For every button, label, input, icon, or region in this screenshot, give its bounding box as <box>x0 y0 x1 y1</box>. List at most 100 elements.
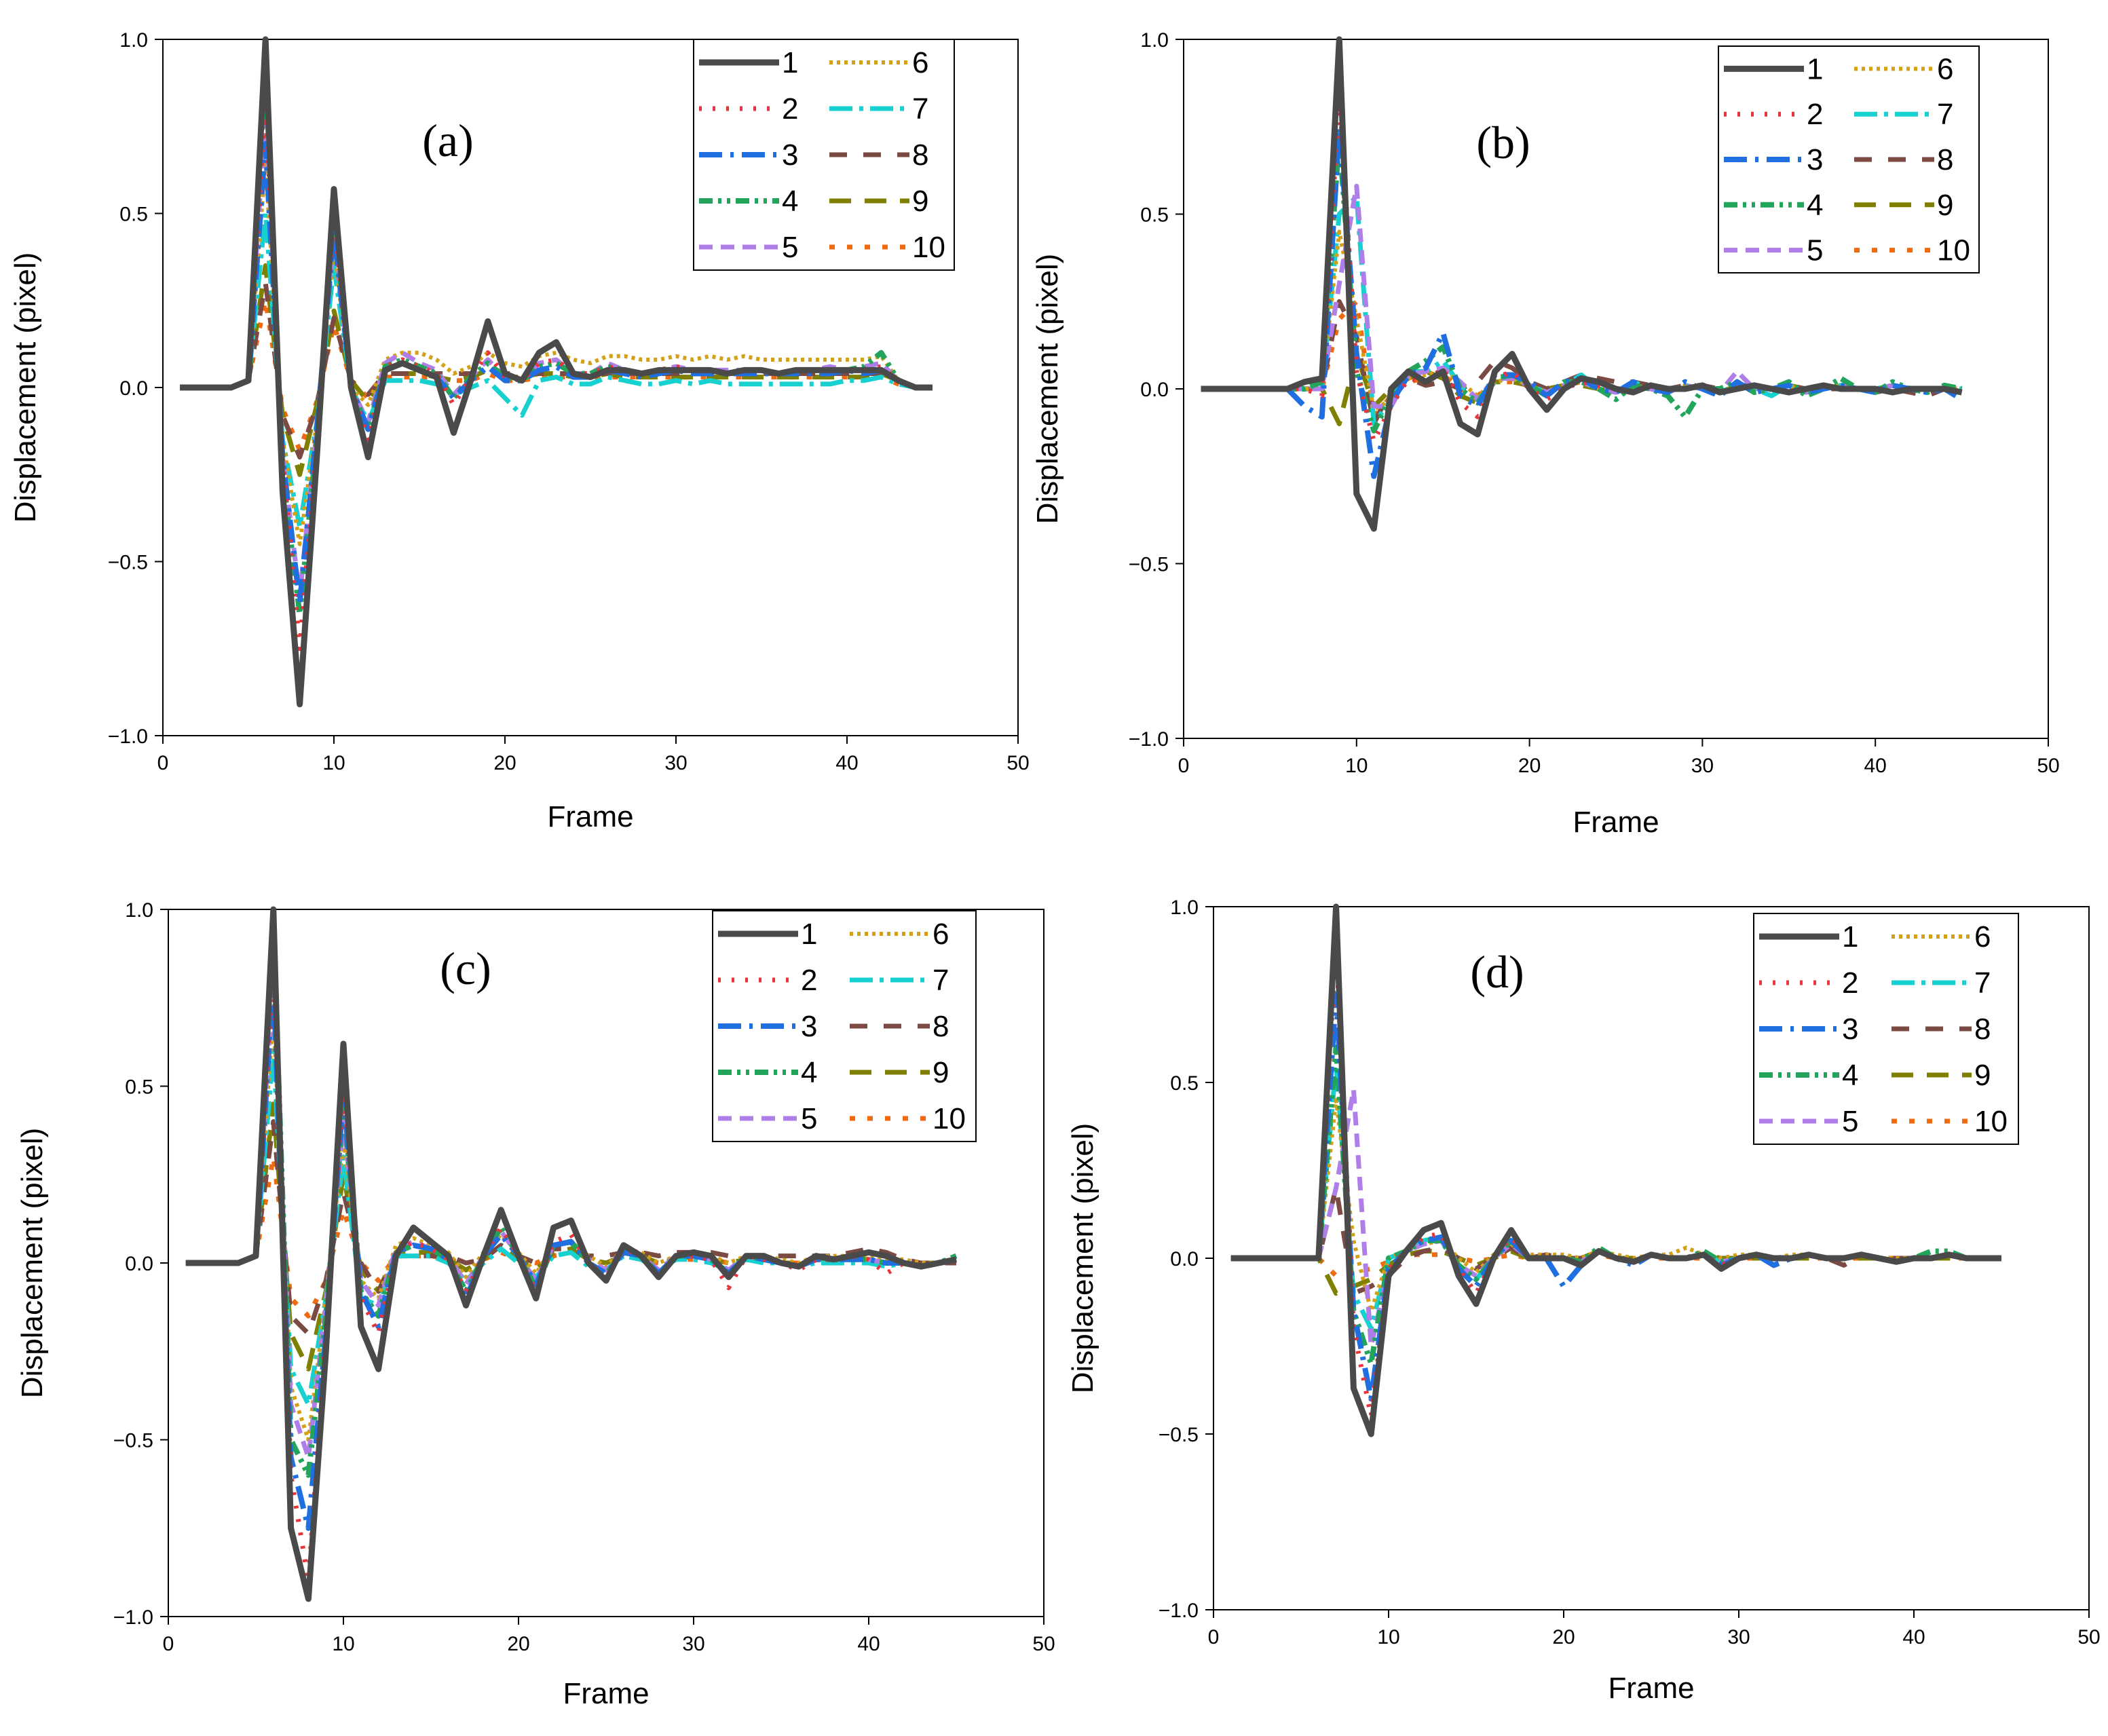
legend-label-3: 3 <box>1807 143 1823 176</box>
series-8-line <box>1201 299 1963 426</box>
y-tick-label: 0.0 <box>125 1253 153 1275</box>
legend-label-7: 7 <box>1937 98 1953 131</box>
legend-label-10: 10 <box>1937 234 1970 267</box>
legend-box <box>693 39 955 271</box>
series-10-line <box>1201 299 1962 419</box>
x-tick-label: 20 <box>1552 1626 1575 1648</box>
chart-panel-b: 0 10 20 30 40 50 1.0 0.5 0.0 −0.5 −1.0 Frame Displac… <box>1031 29 2060 839</box>
legend-label-3: 3 <box>1842 1013 1858 1046</box>
x-tick-label: 10 <box>332 1633 354 1655</box>
x-tick-label: 30 <box>664 752 687 774</box>
legend-label-7: 7 <box>1974 966 1991 1000</box>
legend-label-4: 4 <box>1842 1059 1858 1092</box>
x-tick-label: 0 <box>157 752 169 774</box>
x-tick-label: 50 <box>1032 1633 1055 1655</box>
series-1-line <box>1230 903 2001 1437</box>
y-tick-label: 1.0 <box>1140 29 1169 52</box>
y-tick-label: −0.5 <box>108 552 148 574</box>
legend-label-2: 2 <box>782 92 798 126</box>
legend-label-9: 9 <box>1937 189 1953 222</box>
y-axis-label: Displacement (pixel) <box>1031 254 1064 525</box>
chart-panel-d: 0 10 20 30 40 50 1.0 0.5 0.0 −0.5 −1.0 Frame Displac… <box>1066 897 2101 1705</box>
legend-label-8: 8 <box>912 138 928 172</box>
legend: 1 2 3 4 5 6 7 8 9 10 <box>1718 45 1980 273</box>
y-tick-label: 1.0 <box>125 899 153 922</box>
y-tick-label: −1.0 <box>108 725 148 748</box>
x-tick-label: 0 <box>163 1633 174 1655</box>
y-tick-label: 0.5 <box>1170 1072 1199 1095</box>
x-tick-label: 10 <box>322 752 345 774</box>
y-tick-label: 0.5 <box>125 1076 153 1099</box>
chart-panel-a: 0 10 20 30 40 50 1.0 0.5 0.0 −0.5 −1.0 Frame Displac… <box>9 29 1030 833</box>
series-10-line <box>180 298 933 453</box>
legend-label-8: 8 <box>1937 143 1953 176</box>
series-3-line <box>185 977 957 1531</box>
legend-label-1: 1 <box>801 918 817 951</box>
legend-label-4: 4 <box>801 1056 817 1089</box>
x-tick-label: 30 <box>1691 755 1714 777</box>
series-6-line <box>1230 1097 2001 1313</box>
y-tick-label: −0.5 <box>1159 1424 1199 1446</box>
x-tick-label: 50 <box>1006 752 1029 774</box>
y-tick-label: 0.5 <box>1140 204 1169 227</box>
y-tick-label: 0.0 <box>119 377 148 400</box>
legend-label-2: 2 <box>1807 98 1823 131</box>
series-5-line <box>1201 183 1963 409</box>
x-tick-label: 40 <box>857 1633 880 1655</box>
x-tick-label: 20 <box>507 1633 529 1655</box>
x-tick-label: 20 <box>493 752 516 774</box>
x-tick-label: 40 <box>835 752 858 774</box>
legend-label-8: 8 <box>933 1010 949 1043</box>
series-3-line <box>180 140 933 607</box>
legend-box <box>1753 913 2019 1145</box>
legend-label-1: 1 <box>1807 52 1823 86</box>
legend-label-5: 5 <box>1807 234 1823 267</box>
y-tick-label: 0.0 <box>1170 1248 1199 1270</box>
legend-label-3: 3 <box>782 138 798 172</box>
x-tick-label: 50 <box>2077 1626 2100 1648</box>
legend-label-7: 7 <box>933 964 949 997</box>
x-tick-label: 50 <box>2037 755 2059 777</box>
panel-label: (d) <box>1470 946 1524 998</box>
legend-label-10: 10 <box>933 1102 966 1135</box>
y-axis-label: Displacement (pixel) <box>9 252 42 523</box>
x-tick-label: 30 <box>682 1633 704 1655</box>
legend-label-2: 2 <box>1842 966 1858 1000</box>
x-tick-label: 20 <box>1518 755 1541 777</box>
x-axis-label: Frame <box>563 1677 649 1710</box>
series-1-line <box>185 906 957 1602</box>
panel-label: (b) <box>1476 117 1530 168</box>
legend-label-6: 6 <box>1974 920 1991 954</box>
legend-box <box>712 910 977 1142</box>
legend-label-9: 9 <box>933 1056 949 1089</box>
x-tick-label: 0 <box>1208 1626 1220 1648</box>
legend: 1 2 3 4 5 6 7 8 9 10 <box>1753 913 2019 1145</box>
series-1-line <box>180 36 933 708</box>
series-1-line <box>1201 36 1963 532</box>
y-axis-label: Displacement (pixel) <box>16 1128 49 1399</box>
y-tick-label: 1.0 <box>119 29 148 52</box>
y-tick-label: 1.0 <box>1170 897 1199 919</box>
legend-label-6: 6 <box>1937 52 1953 86</box>
legend-label-1: 1 <box>1842 920 1858 954</box>
x-tick-label: 10 <box>1377 1626 1399 1648</box>
chart-panel-c: 0 10 20 30 40 50 1.0 0.5 0.0 −0.5 −1.0 Frame Displac… <box>16 899 1055 1710</box>
y-tick-label: −0.5 <box>1129 554 1169 576</box>
legend-label-5: 5 <box>801 1102 817 1135</box>
legend-label-6: 6 <box>933 918 949 951</box>
series-7-line <box>185 1048 957 1407</box>
x-axis-label: Frame <box>547 800 633 833</box>
legend-label-5: 5 <box>1842 1105 1858 1138</box>
x-tick-label: 30 <box>1727 1626 1750 1648</box>
x-tick-label: 40 <box>1864 755 1887 777</box>
legend-label-3: 3 <box>801 1010 817 1043</box>
y-tick-label: 0.5 <box>119 204 148 226</box>
x-axis-label: Frame <box>1573 806 1659 839</box>
y-axis-label: Displacement (pixel) <box>1066 1123 1099 1394</box>
y-tick-label: −1.0 <box>113 1606 153 1629</box>
y-tick-label: −0.5 <box>113 1430 153 1452</box>
y-tick-label: −1.0 <box>1129 728 1169 751</box>
y-tick-label: 0.0 <box>1140 379 1169 401</box>
x-tick-label: 40 <box>1902 1626 1925 1648</box>
